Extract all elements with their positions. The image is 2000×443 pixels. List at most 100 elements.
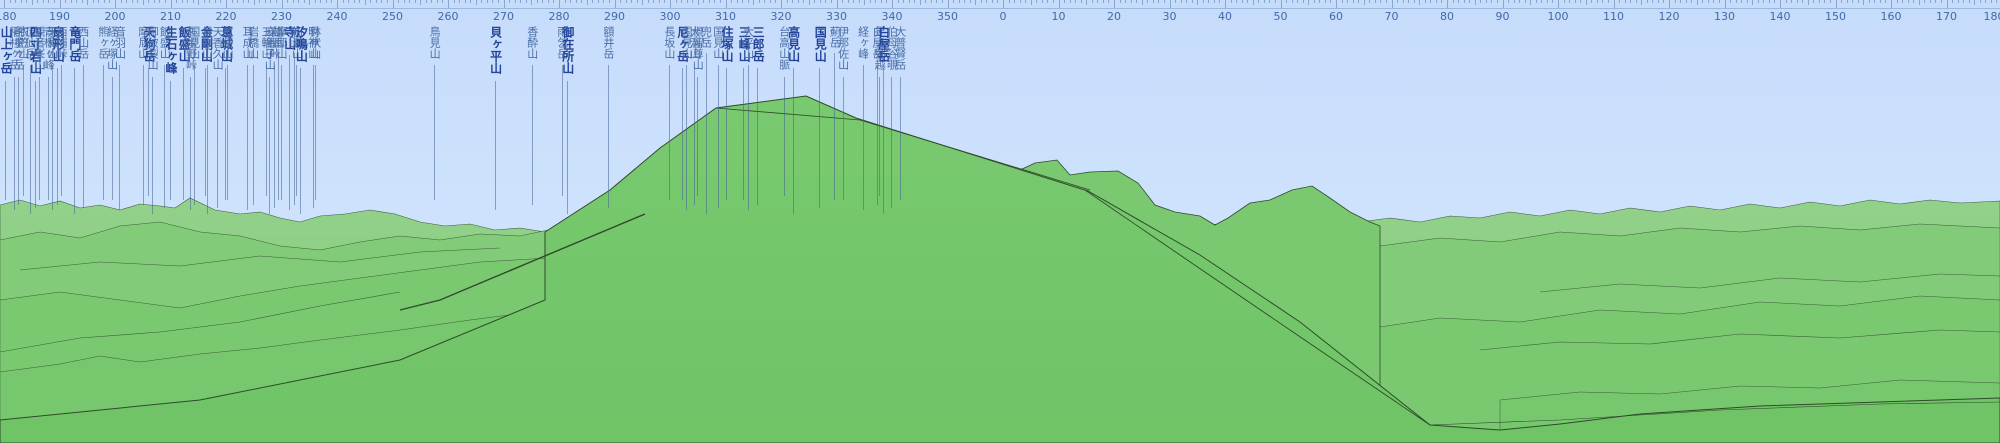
peak-label[interactable]: 天和山	[45, 26, 59, 59]
peak-label[interactable]: 大洞山	[688, 26, 702, 59]
peak-label[interactable]: 兜岳	[699, 26, 713, 48]
compass-tick	[692, 0, 694, 3]
compass-tick	[1435, 0, 1437, 3]
peak-label[interactable]: 住塚山	[720, 26, 735, 62]
peak-label[interactable]: 倶留尊山	[691, 26, 705, 70]
compass-tick	[237, 0, 239, 3]
peak-label[interactable]: 伊那佐山	[836, 26, 850, 70]
peak-label[interactable]: 経ヶ塚山	[105, 26, 119, 70]
peak-label[interactable]: 岩橋山	[246, 26, 260, 59]
compass-tick	[1985, 0, 1987, 3]
peak-label[interactable]: 麻呂子山	[263, 26, 277, 70]
peak-label[interactable]: 御破裂山	[146, 26, 160, 70]
peak-label[interactable]: 三峰山	[737, 26, 752, 62]
peak-label[interactable]: 御在所山	[560, 26, 575, 74]
peak-label[interactable]: 足ノ郷越	[873, 26, 887, 70]
peak-label[interactable]: 畝傍山	[221, 26, 235, 59]
compass-tick	[1180, 0, 1182, 3]
peak-label[interactable]: 大普賢岳	[893, 26, 907, 70]
compass-tick	[1558, 0, 1559, 8]
compass-tick	[214, 0, 216, 3]
compass-tick	[941, 0, 943, 3]
compass-tick	[1913, 0, 1915, 3]
peak-label[interactable]: 飯盛山	[158, 26, 172, 59]
peak-label[interactable]: 明神山	[306, 26, 320, 59]
peak-label[interactable]: 青根ヶ峰	[42, 26, 56, 70]
peak-label[interactable]: 高見山	[786, 26, 801, 62]
peak-label[interactable]: 生石ヶ峰	[163, 26, 178, 74]
peak-label[interactable]: 伯母谷覗	[885, 26, 899, 70]
peak-label[interactable]: 寺山	[282, 26, 297, 50]
compass-tick	[1297, 0, 1299, 3]
peak-label[interactable]: 貝吹山	[200, 26, 214, 59]
peak-leader-line	[313, 65, 314, 208]
peak-label[interactable]: 葛城山	[219, 26, 234, 62]
compass-tick	[991, 0, 993, 3]
compass-tick	[1169, 0, 1171, 8]
peak-label[interactable]: 香酔山	[525, 26, 539, 59]
peak-label[interactable]: 久留野峠	[184, 26, 198, 70]
peak-label[interactable]: 竜門岳	[67, 26, 82, 62]
peak-label[interactable]: 貝ヶ平山	[488, 26, 503, 74]
peak-label[interactable]: 扇形山	[51, 26, 66, 62]
peak-label[interactable]: 稲村ヶ岳	[7, 26, 21, 70]
peak-label[interactable]: 雨乞岳	[555, 26, 569, 59]
peak-label[interactable]: 尼ヶ岳	[675, 26, 690, 62]
peak-label[interactable]: 耳成山	[241, 26, 255, 59]
peak-label[interactable]: 国見山	[187, 26, 201, 59]
compass-tick	[192, 0, 194, 3]
compass-tick	[1802, 0, 1804, 3]
peak-leader-line	[247, 65, 248, 210]
peak-label[interactable]: 飯盛山	[177, 26, 192, 62]
peak-label[interactable]: 初瀬山	[290, 26, 304, 59]
compass-tick	[1236, 0, 1238, 3]
peak-label[interactable]: 経ヶ峰	[856, 26, 870, 59]
peak-label[interactable]: 天狗岳	[142, 26, 157, 62]
peak-label[interactable]: 雄岳	[271, 26, 285, 48]
peak-leader-line	[726, 68, 727, 200]
compass-tick	[70, 0, 72, 3]
compass-tick	[997, 0, 999, 3]
peak-label[interactable]: 摩尼山	[136, 26, 150, 59]
peak-label[interactable]: 観音峯山	[32, 26, 46, 70]
peak-label[interactable]: 三郎岳	[751, 26, 766, 62]
peak-label[interactable]: 摩耶山	[274, 26, 288, 59]
peak-label[interactable]: 西山岳	[76, 26, 90, 59]
peak-label[interactable]: 国見山	[711, 26, 725, 59]
compass-tick	[830, 0, 832, 3]
peak-label[interactable]: 熊ヶ岳	[96, 26, 110, 59]
compass-tick	[31, 0, 33, 5]
peak-label[interactable]: 西浦峠	[55, 26, 69, 59]
peak-label[interactable]: 天香久山	[211, 26, 225, 70]
peak-label[interactable]: 鳥見山	[428, 26, 442, 59]
peak-label[interactable]: 岩屋峠	[267, 26, 281, 59]
peak-label[interactable]: 長坂山	[662, 26, 676, 59]
peak-label[interactable]: 台高山脈	[777, 26, 791, 70]
peak-label[interactable]: 明星ヶ岳	[12, 26, 26, 70]
compass-tick	[708, 0, 710, 3]
peak-leader-line	[718, 65, 719, 208]
peak-label[interactable]: 三輪山	[259, 26, 273, 59]
peak-label[interactable]: 国見山	[680, 26, 694, 59]
compass-tick	[1502, 0, 1504, 8]
peak-label[interactable]: 城山	[287, 26, 301, 48]
peak-label[interactable]: 汐鳴山	[294, 26, 309, 62]
peak-label[interactable]: 頂仙岳	[23, 26, 37, 59]
compass-tick	[525, 0, 527, 3]
peak-label[interactable]: 衣笠山	[16, 26, 30, 59]
peak-label[interactable]: 大平山	[741, 26, 755, 59]
peak-label[interactable]: 国見山	[813, 26, 828, 62]
peak-label[interactable]: 金剛山	[199, 26, 214, 62]
peak-label[interactable]: 山上ヶ岳	[0, 26, 14, 74]
peak-leader-line	[900, 77, 901, 200]
peak-label[interactable]: 音羽山	[113, 26, 127, 59]
compass-tick	[492, 0, 494, 3]
peak-label[interactable]: 鉢伏山	[308, 26, 322, 59]
peak-label[interactable]: 白屋岳	[876, 26, 891, 62]
peak-label[interactable]: 額井岳	[601, 26, 615, 59]
compass-tick	[1774, 0, 1776, 3]
peak-label[interactable]: 白屋岳	[871, 26, 884, 59]
peak-label[interactable]: 四寸岩山	[28, 26, 43, 74]
peak-label[interactable]: 薊岳	[828, 26, 842, 48]
